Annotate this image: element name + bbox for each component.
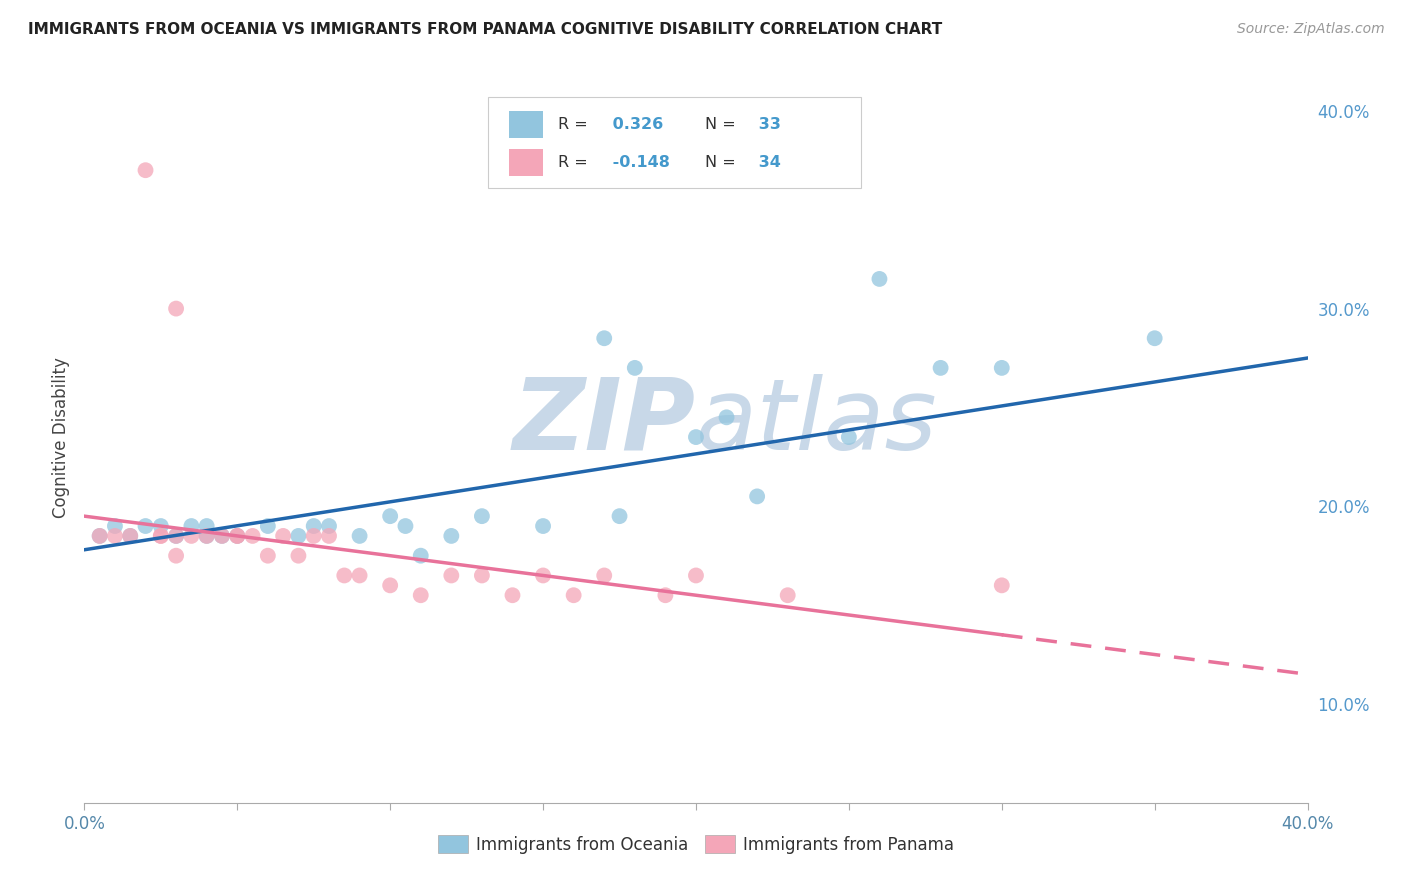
Point [991, 360, 1014, 375]
Point [195, 529, 218, 543]
Point [104, 519, 127, 533]
Point [135, 163, 157, 178]
Point [409, 588, 432, 602]
Point [440, 529, 463, 543]
Point [165, 301, 187, 316]
Text: 34: 34 [754, 154, 782, 169]
Point [776, 588, 799, 602]
Point [302, 529, 325, 543]
Point [302, 519, 325, 533]
Point [195, 519, 218, 533]
Point [593, 568, 616, 582]
Point [104, 529, 127, 543]
Text: 0.326: 0.326 [606, 117, 662, 132]
Point [135, 519, 157, 533]
Point [349, 529, 371, 543]
Point [318, 529, 340, 543]
Point [195, 529, 218, 543]
Point [257, 549, 280, 563]
Point [471, 509, 494, 524]
Point [149, 519, 172, 533]
Point [609, 509, 631, 524]
Point [394, 519, 416, 533]
Point [471, 568, 494, 582]
Point [211, 529, 233, 543]
Point [685, 568, 707, 582]
Text: N =: N = [704, 117, 735, 132]
Text: ZIP: ZIP [513, 374, 696, 471]
Text: -0.148: -0.148 [606, 154, 669, 169]
Point [716, 410, 738, 425]
Text: atlas: atlas [696, 374, 938, 471]
Point [211, 529, 233, 543]
Bar [509, 149, 543, 177]
Point [502, 588, 524, 602]
Text: R =: R = [558, 154, 588, 169]
Point [226, 529, 249, 543]
Point [318, 519, 340, 533]
Point [165, 529, 187, 543]
Point [242, 529, 264, 543]
Point [149, 529, 172, 543]
Point [333, 568, 356, 582]
Text: IMMIGRANTS FROM OCEANIA VS IMMIGRANTS FROM PANAMA COGNITIVE DISABILITY CORRELATI: IMMIGRANTS FROM OCEANIA VS IMMIGRANTS FR… [28, 22, 942, 37]
Point [120, 529, 142, 543]
Point [409, 549, 432, 563]
Point [593, 331, 616, 345]
Point [562, 588, 585, 602]
Text: R =: R = [558, 117, 588, 132]
Point [654, 588, 676, 602]
Point [226, 529, 249, 543]
Point [838, 430, 860, 444]
Point [929, 360, 952, 375]
Point [165, 529, 187, 543]
Point [531, 568, 554, 582]
FancyBboxPatch shape [488, 97, 860, 188]
Point [380, 509, 402, 524]
Point [440, 568, 463, 582]
Text: 33: 33 [754, 117, 782, 132]
Point [380, 578, 402, 592]
Legend: Immigrants from Oceania, Immigrants from Panama: Immigrants from Oceania, Immigrants from… [432, 829, 960, 860]
Point [287, 529, 309, 543]
Point [165, 549, 187, 563]
Point [531, 519, 554, 533]
Bar [509, 111, 543, 138]
Point [991, 578, 1014, 592]
Point [257, 519, 280, 533]
Y-axis label: Cognitive Disability: Cognitive Disability [52, 357, 70, 517]
Point [120, 529, 142, 543]
Point [149, 529, 172, 543]
Point [180, 519, 202, 533]
Point [226, 529, 249, 543]
Point [349, 568, 371, 582]
Point [287, 549, 309, 563]
Point [180, 529, 202, 543]
Point [89, 529, 111, 543]
Point [869, 272, 891, 286]
Point [747, 489, 769, 503]
Point [89, 529, 111, 543]
Point [685, 430, 707, 444]
Text: Source: ZipAtlas.com: Source: ZipAtlas.com [1237, 22, 1385, 37]
Point [271, 529, 294, 543]
Text: N =: N = [704, 154, 735, 169]
Point [624, 360, 647, 375]
Point [1143, 331, 1166, 345]
